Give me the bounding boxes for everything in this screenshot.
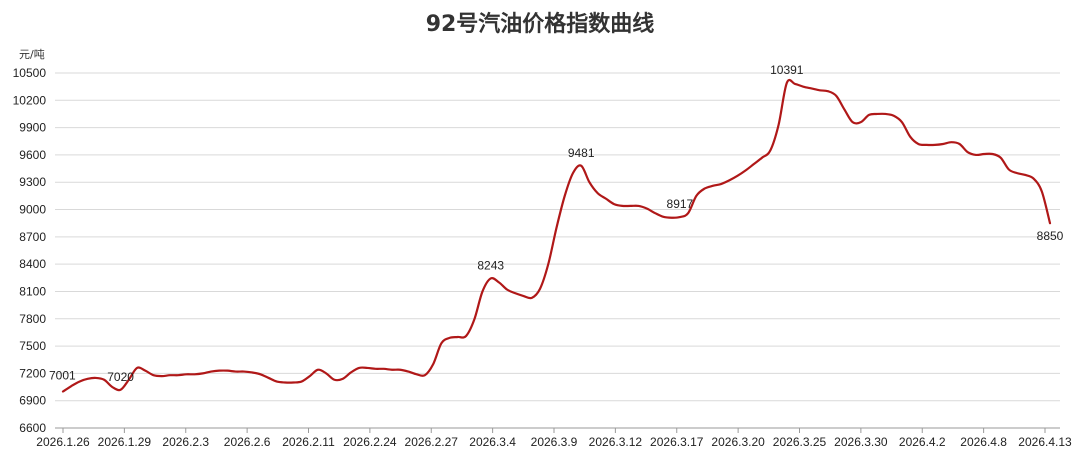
- data-label: 8850: [1037, 229, 1064, 243]
- y-tick-label: 7200: [19, 366, 46, 380]
- y-tick-label: 6900: [19, 394, 46, 408]
- data-label: 7020: [107, 370, 134, 384]
- data-label: 7001: [49, 368, 76, 382]
- x-tick-label: 2026.4.2: [899, 435, 946, 449]
- y-tick-label: 7800: [19, 312, 46, 326]
- data-label: 8243: [477, 258, 504, 272]
- x-tick-label: 2026.2.6: [224, 435, 271, 449]
- x-tick-label: 2026.2.3: [162, 435, 209, 449]
- series-layer: [61, 78, 1052, 393]
- label-layer: 7001 7020 8243 9481 8917 10391 8850: [49, 63, 1064, 384]
- x-tick-label: 2026.2.27: [405, 435, 459, 449]
- x-tick-label: 2026.3.9: [531, 435, 578, 449]
- y-tick-label: 9900: [19, 121, 46, 135]
- x-tick-label: 2026.3.25: [773, 435, 827, 449]
- x-tick-label: 2026.3.20: [711, 435, 765, 449]
- x-tick-label: 2026.2.24: [343, 435, 397, 449]
- x-tick-label: 2026.3.30: [834, 435, 888, 449]
- axis-layer: 6600 6900 7200 7500 7800 8100 8400 8700 9000 9300…: [13, 66, 1072, 449]
- chart-title: 92号汽油价格指数曲线: [425, 12, 655, 37]
- y-tick-label: 7500: [19, 339, 46, 353]
- y-tick-label: 9600: [19, 148, 46, 162]
- x-tick-label: 2026.3.17: [650, 435, 704, 449]
- grid-layer: [55, 72, 1060, 429]
- data-label: 10391: [770, 63, 804, 77]
- y-tick-label: 8700: [19, 230, 46, 244]
- x-tick-label: 2026.3.12: [589, 435, 643, 449]
- y-axis-unit: 元/吨: [19, 48, 45, 61]
- series-line: [61, 78, 1052, 393]
- y-tick-label: 6600: [19, 421, 46, 435]
- y-tick-label: 10500: [13, 66, 47, 80]
- y-tick-label: 8100: [19, 284, 46, 298]
- y-tick-label: 10200: [13, 93, 47, 107]
- y-tick-label: 9000: [19, 203, 46, 217]
- x-tick-label: 2026.3.4: [469, 435, 516, 449]
- data-label: 8917: [667, 197, 694, 211]
- y-tick-label: 9300: [19, 175, 46, 189]
- x-tick-label: 2026.2.11: [282, 435, 335, 449]
- x-tick-label: 2026.1.29: [98, 435, 152, 449]
- x-tick-label: 2026.4.13: [1018, 435, 1072, 449]
- data-label: 9481: [568, 146, 595, 160]
- y-tick-label: 8400: [19, 257, 46, 271]
- x-tick-label: 2026.1.26: [36, 435, 90, 449]
- x-tick-label: 2026.4.8: [960, 435, 1007, 449]
